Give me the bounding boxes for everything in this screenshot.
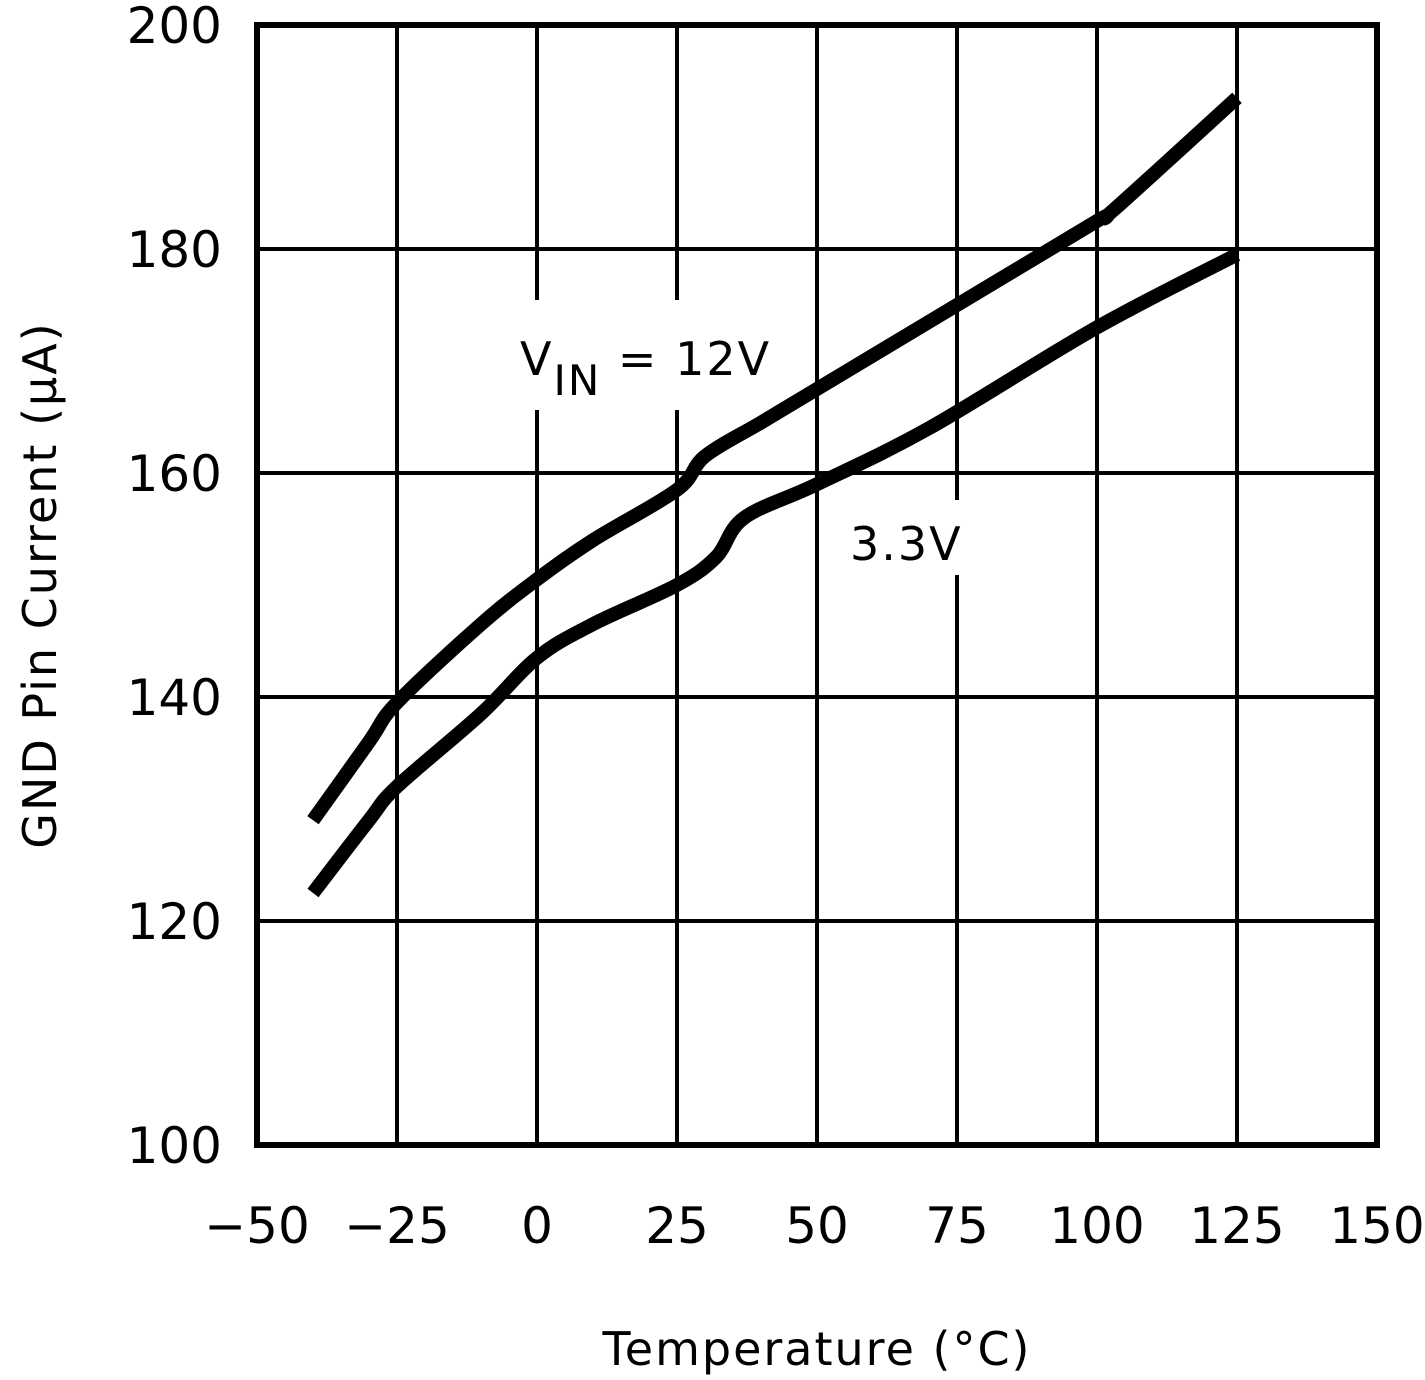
plot-frame (254, 22, 1380, 1148)
data-series (307, 92, 1242, 898)
annotation-12v: VIN = 12V (520, 332, 771, 405)
x-tick-label: 25 (645, 1197, 709, 1255)
series-line-0 (307, 92, 1242, 825)
x-axis-label: Temperature (°C) (601, 1322, 1031, 1376)
x-tick-label: −25 (344, 1197, 450, 1255)
y-axis-label: GND Pin Current (µA) (13, 321, 67, 848)
x-tick-label: 150 (1329, 1197, 1424, 1255)
x-tick-label: 75 (925, 1197, 989, 1255)
annotations: VIN = 12V 3.3V (520, 332, 963, 571)
x-tick-labels: −50 −25 0 25 50 75 100 125 150 (204, 1197, 1424, 1255)
y-tick-label: 120 (127, 893, 222, 951)
y-tick-label: 100 (127, 1117, 222, 1175)
x-tick-label: 0 (521, 1197, 553, 1255)
x-tick-label: 50 (785, 1197, 849, 1255)
y-tick-labels: 100 120 140 160 180 200 (127, 0, 222, 1175)
x-tick-label: −50 (204, 1197, 310, 1255)
series-line-1 (307, 248, 1241, 898)
annotation-3v3: 3.3V (850, 517, 963, 571)
x-tick-label: 125 (1189, 1197, 1284, 1255)
x-tick-label: 100 (1049, 1197, 1144, 1255)
y-tick-label: 180 (127, 221, 222, 279)
y-tick-label: 140 (127, 669, 222, 727)
grid-lines (255, 23, 1379, 1147)
y-tick-label: 160 (127, 445, 222, 503)
label-masks (505, 300, 985, 575)
y-tick-label: 200 (127, 0, 222, 55)
